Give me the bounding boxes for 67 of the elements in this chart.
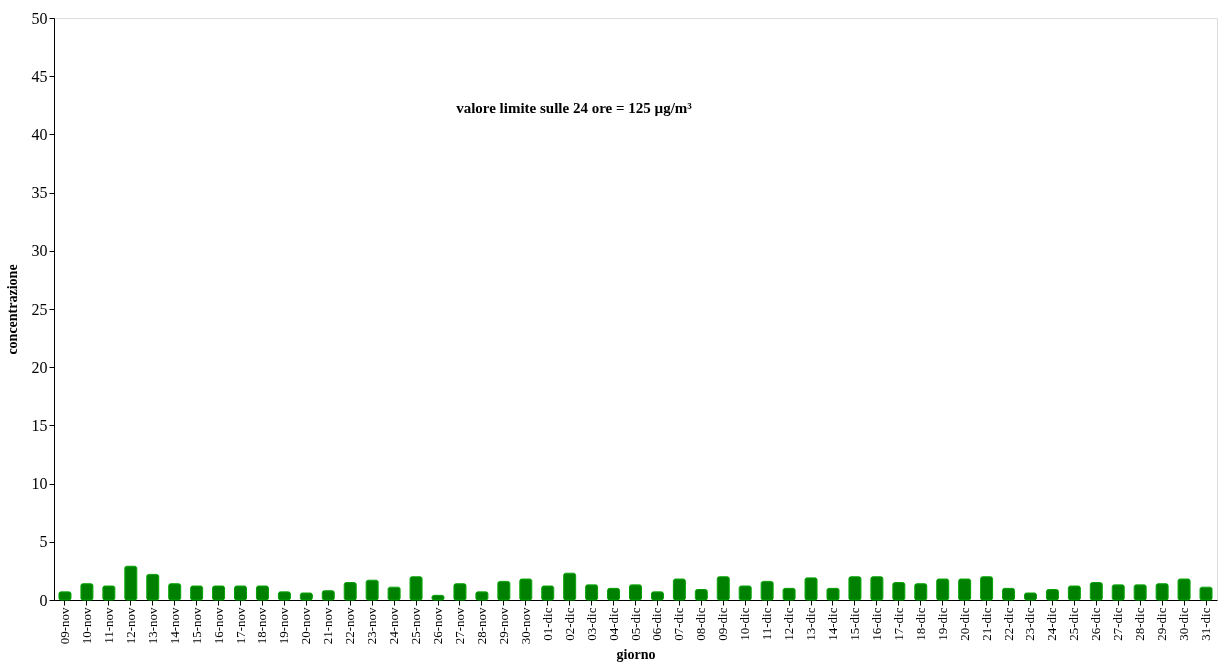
y-tick-label: 50 [31, 9, 48, 27]
x-tick-label: 24-nov [386, 607, 402, 645]
x-tick-label: 18-dic [912, 607, 928, 641]
x-tick-label: 19-dic [934, 607, 950, 641]
x-tick-label: 02-dic [561, 607, 577, 641]
x-tick-label: 23-dic [1022, 607, 1038, 641]
x-tick-label: 04-dic [605, 607, 621, 641]
y-tick-label: 20 [31, 358, 48, 376]
y-tick-label: 25 [31, 300, 48, 318]
x-tick-label: 17-dic [890, 607, 906, 641]
x-tick-label: 11-dic [759, 607, 775, 641]
x-tick-label: 16-nov [210, 607, 226, 645]
x-tick-label: 25-nov [408, 607, 424, 645]
x-tick-label: 13-nov [144, 607, 160, 645]
x-tick-label: 10-nov [78, 607, 94, 645]
x-axis-title: giorno [616, 647, 656, 663]
x-tick-label: 20-nov [298, 607, 314, 645]
x-tick-label: 17-nov [232, 607, 248, 645]
x-tick-label: 14-dic [824, 607, 840, 641]
x-tick-label: 05-dic [627, 607, 643, 641]
x-tick-label: 14-nov [166, 607, 182, 645]
x-tick-label: 27-dic [1110, 607, 1126, 641]
y-axis-title: concentrazione [4, 264, 20, 355]
x-tick-label: 16-dic [868, 607, 884, 641]
x-tick-label: 01-dic [539, 607, 555, 641]
x-tick-label: 13-dic [803, 607, 819, 641]
x-tick-label: 23-nov [364, 607, 380, 645]
x-tick-label: 03-dic [583, 607, 599, 641]
x-tick-label: 21-nov [320, 607, 336, 645]
x-tick-label: 31-dic [1198, 607, 1214, 641]
x-tick-label: 18-nov [254, 607, 270, 645]
x-tick-label: 11-nov [100, 607, 116, 644]
x-tick-label: 24-dic [1044, 607, 1060, 641]
x-tick-label: 15-nov [188, 607, 204, 645]
x-tick-label: 28-dic [1132, 607, 1148, 641]
x-tick-label: 12-nov [122, 607, 138, 645]
x-tick-label: 12-dic [781, 607, 797, 641]
x-tick-label: 29-dic [1154, 607, 1170, 641]
y-tick-label: 0 [39, 591, 48, 609]
x-tick-label: 06-dic [649, 607, 665, 641]
y-tick-label: 30 [31, 242, 48, 260]
x-tick-label: 28-nov [473, 607, 489, 645]
x-tick-label: 19-nov [276, 607, 292, 645]
x-tick-label: 10-dic [737, 607, 753, 641]
x-tick-label: 15-dic [846, 607, 862, 641]
x-tick-label: 30-dic [1176, 607, 1192, 641]
y-tick-label: 45 [31, 67, 48, 85]
y-tick-label: 10 [31, 475, 48, 493]
y-tick-label: 40 [31, 125, 48, 143]
x-tick-label: 21-dic [978, 607, 994, 641]
x-tick-label: 20-dic [956, 607, 972, 641]
x-tick-label: 22-dic [1000, 607, 1016, 641]
x-tick-label: 09-nov [56, 607, 72, 645]
x-tick-label: 27-nov [451, 607, 467, 645]
x-tick-label: 07-dic [671, 607, 687, 641]
annotation: valore limite sulle 24 ore = 125 µg/m³ [456, 100, 693, 116]
y-tick-label: 15 [31, 416, 48, 434]
y-tick-label: 35 [31, 184, 48, 202]
x-tick-label: 30-nov [517, 607, 533, 645]
x-tick-label: 25-dic [1066, 607, 1082, 641]
x-tick-label: 29-nov [495, 607, 511, 645]
x-tick-label: 08-dic [693, 607, 709, 641]
x-tick-label: 26-dic [1088, 607, 1104, 641]
x-tick-label: 22-nov [342, 607, 358, 645]
y-tick-label: 5 [39, 533, 48, 551]
x-tick-label: 09-dic [715, 607, 731, 641]
x-tick-label: 26-nov [430, 607, 446, 645]
